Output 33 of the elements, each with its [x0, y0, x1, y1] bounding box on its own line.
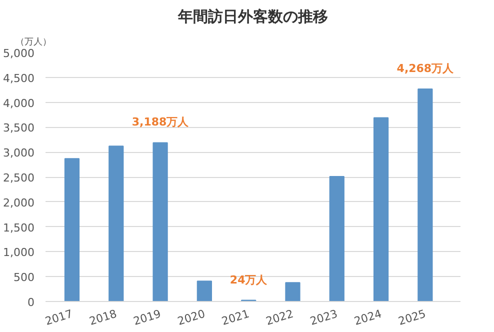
y-tick-label: 1,500 [3, 221, 35, 234]
x-tick-label: 2018 [88, 307, 118, 328]
bar [64, 158, 80, 302]
y-tick-label: 3,500 [3, 122, 35, 135]
y-tick-label: 2,000 [3, 196, 35, 210]
bar [152, 142, 168, 302]
bar [373, 117, 389, 302]
x-tick-label: 2021 [220, 307, 251, 328]
y-tick-label: 4,000 [3, 96, 35, 110]
x-tick-label: 2019 [132, 307, 163, 328]
y-tick-label: 4,500 [3, 72, 35, 85]
data-label: 24万人 [230, 273, 268, 286]
bar [108, 146, 124, 302]
data-label: 4,268万人 [396, 62, 455, 75]
y-tick-label: 3,000 [3, 146, 35, 160]
bar [418, 88, 433, 302]
bar [285, 282, 300, 302]
y-tick-label: 2,500 [3, 172, 35, 184]
x-tick-label: 2020 [176, 307, 207, 328]
y-tick-label: 5,000 [3, 47, 35, 60]
data-label: 3,188万人 [132, 116, 190, 129]
bar [196, 280, 212, 302]
x-tick-label: 2022 [264, 307, 295, 328]
x-tick-label: 2025 [396, 307, 428, 328]
y-tick-label: 1,000 [3, 246, 35, 260]
y-tick-label: 500 [14, 271, 35, 284]
x-tick-label: 2017 [44, 307, 74, 328]
y-tick-label: 0 [28, 296, 34, 309]
x-tick-label: 2023 [308, 307, 340, 328]
chart-title: 年間訪日外客数の推移 [177, 8, 328, 26]
bar [329, 176, 344, 302]
y-axis-title: （万人） [16, 36, 52, 48]
x-tick-label: 2024 [352, 307, 384, 328]
